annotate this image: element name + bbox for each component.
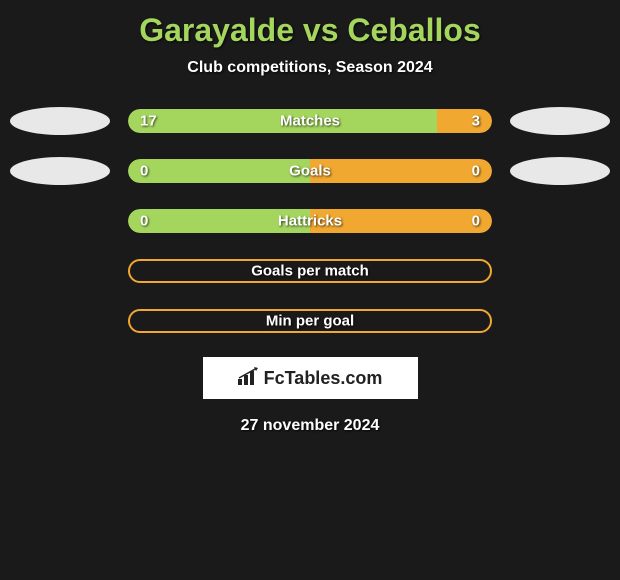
bar-segment-right	[310, 159, 492, 183]
date-text: 27 november 2024	[0, 417, 620, 435]
stat-value-left: 0	[140, 163, 148, 180]
stat-bar: Goals per match	[128, 259, 492, 283]
stat-bar: Matches 17 3	[128, 109, 492, 133]
stat-bar: Min per goal	[128, 309, 492, 333]
stat-label: Goals	[289, 163, 331, 180]
stat-row: Hattricks 0 0	[10, 207, 610, 235]
stat-bar: Goals 0 0	[128, 159, 492, 183]
stat-label: Hattricks	[278, 213, 342, 230]
page-subtitle: Club competitions, Season 2024	[0, 59, 620, 77]
player-right-marker	[510, 107, 610, 135]
stat-row: Matches 17 3	[10, 107, 610, 135]
logo: FcTables.com	[238, 367, 383, 390]
stat-value-left: 17	[140, 113, 157, 130]
stat-value-right: 3	[472, 113, 480, 130]
stat-label: Matches	[280, 113, 340, 130]
stat-bar: Hattricks 0 0	[128, 209, 492, 233]
stat-value-right: 0	[472, 163, 480, 180]
stat-value-left: 0	[140, 213, 148, 230]
chart-icon	[238, 367, 260, 390]
page-title: Garayalde vs Ceballos	[0, 0, 620, 49]
stat-label: Min per goal	[266, 313, 354, 330]
player-right-marker	[510, 157, 610, 185]
logo-box: FcTables.com	[203, 357, 418, 399]
stat-row: Goals 0 0	[10, 157, 610, 185]
player-left-marker	[10, 157, 110, 185]
bar-segment-right	[437, 109, 492, 133]
stat-row: Min per goal	[10, 307, 610, 335]
stats-container: Matches 17 3 Goals 0 0 Hattricks 0 0 Goals per ma…	[0, 107, 620, 335]
player-left-marker	[10, 107, 110, 135]
stat-label: Goals per match	[251, 263, 369, 280]
bar-segment-left	[128, 159, 310, 183]
logo-text: FcTables.com	[264, 368, 383, 389]
stat-value-right: 0	[472, 213, 480, 230]
stat-row: Goals per match	[10, 257, 610, 285]
